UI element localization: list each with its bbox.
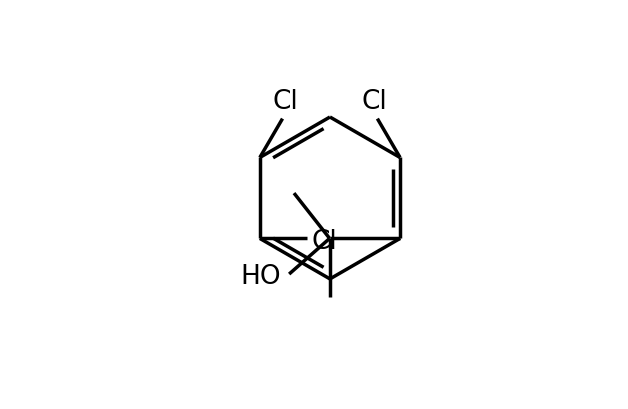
Text: HO: HO xyxy=(241,264,281,290)
Text: Cl: Cl xyxy=(273,89,299,115)
Text: Cl: Cl xyxy=(361,89,387,115)
Text: Cl: Cl xyxy=(311,228,337,254)
